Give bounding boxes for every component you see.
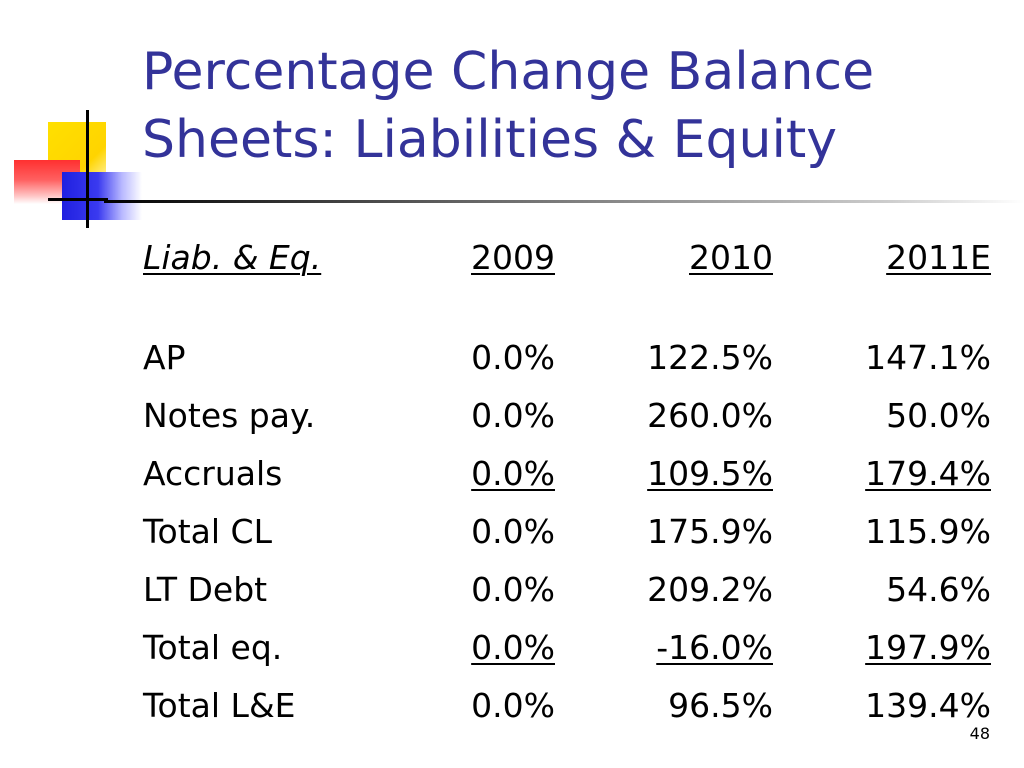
table-row: LT Debt 0.0% 209.2% 54.6%	[143, 566, 995, 624]
row-label: Total eq.	[143, 628, 283, 667]
row-label: Notes pay.	[143, 396, 316, 435]
cell-2010: 260.0%	[647, 396, 773, 435]
logo-vertical-line	[86, 110, 89, 228]
cell-2009: 0.0%	[471, 338, 555, 377]
table-row: Total L&E 0.0% 96.5% 139.4%	[143, 682, 995, 740]
cell-2009: 0.0%	[471, 454, 555, 493]
header-2010: 2010	[689, 238, 773, 277]
cell-2011e: 147.1%	[865, 338, 991, 377]
cell-2011e: 139.4%	[865, 686, 991, 725]
percentage-change-table: Liab. & Eq. 2009 2010 2011E AP 0.0% 122.…	[143, 234, 995, 740]
cell-2009: 0.0%	[471, 686, 555, 725]
logo-blue-bar	[62, 172, 142, 220]
table-row: Notes pay. 0.0% 260.0% 50.0%	[143, 392, 995, 450]
table-row: Total CL 0.0% 175.9% 115.9%	[143, 508, 995, 566]
cell-2010: 122.5%	[647, 338, 773, 377]
cell-2011e: 179.4%	[865, 454, 991, 493]
table-row: Total eq. 0.0% -16.0% 197.9%	[143, 624, 995, 682]
table-row: AP 0.0% 122.5% 147.1%	[143, 334, 995, 392]
row-label: Total CL	[143, 512, 272, 551]
table-row: Accruals 0.0% 109.5% 179.4%	[143, 450, 995, 508]
row-label: AP	[143, 338, 186, 377]
cell-2011e: 115.9%	[865, 512, 991, 551]
cell-2010: 175.9%	[647, 512, 773, 551]
header-label: Liab. & Eq.	[143, 238, 322, 277]
title-line-1: Percentage Change Balance	[142, 42, 875, 102]
cell-2010: -16.0%	[656, 628, 773, 667]
header-2009: 2009	[471, 238, 555, 277]
cell-2009: 0.0%	[471, 570, 555, 609]
row-label: LT Debt	[143, 570, 268, 609]
cell-2009: 0.0%	[471, 628, 555, 667]
cell-2010: 96.5%	[668, 686, 773, 725]
header-2011e: 2011E	[886, 238, 991, 277]
cell-2010: 109.5%	[647, 454, 773, 493]
title-divider	[104, 200, 1024, 203]
page-number: 48	[969, 724, 990, 743]
slide-title: Percentage Change Balance Sheets: Liabil…	[142, 38, 1002, 174]
row-label: Accruals	[143, 454, 283, 493]
cell-2011e: 54.6%	[886, 570, 991, 609]
table-header-row: Liab. & Eq. 2009 2010 2011E	[143, 234, 995, 334]
cell-2010: 209.2%	[647, 570, 773, 609]
title-line-2: Sheets: Liabilities & Equity	[142, 110, 838, 170]
cell-2011e: 197.9%	[865, 628, 991, 667]
row-label: Total L&E	[143, 686, 296, 725]
logo-horizontal-line	[48, 198, 108, 201]
cell-2009: 0.0%	[471, 396, 555, 435]
cell-2011e: 50.0%	[886, 396, 991, 435]
cell-2009: 0.0%	[471, 512, 555, 551]
